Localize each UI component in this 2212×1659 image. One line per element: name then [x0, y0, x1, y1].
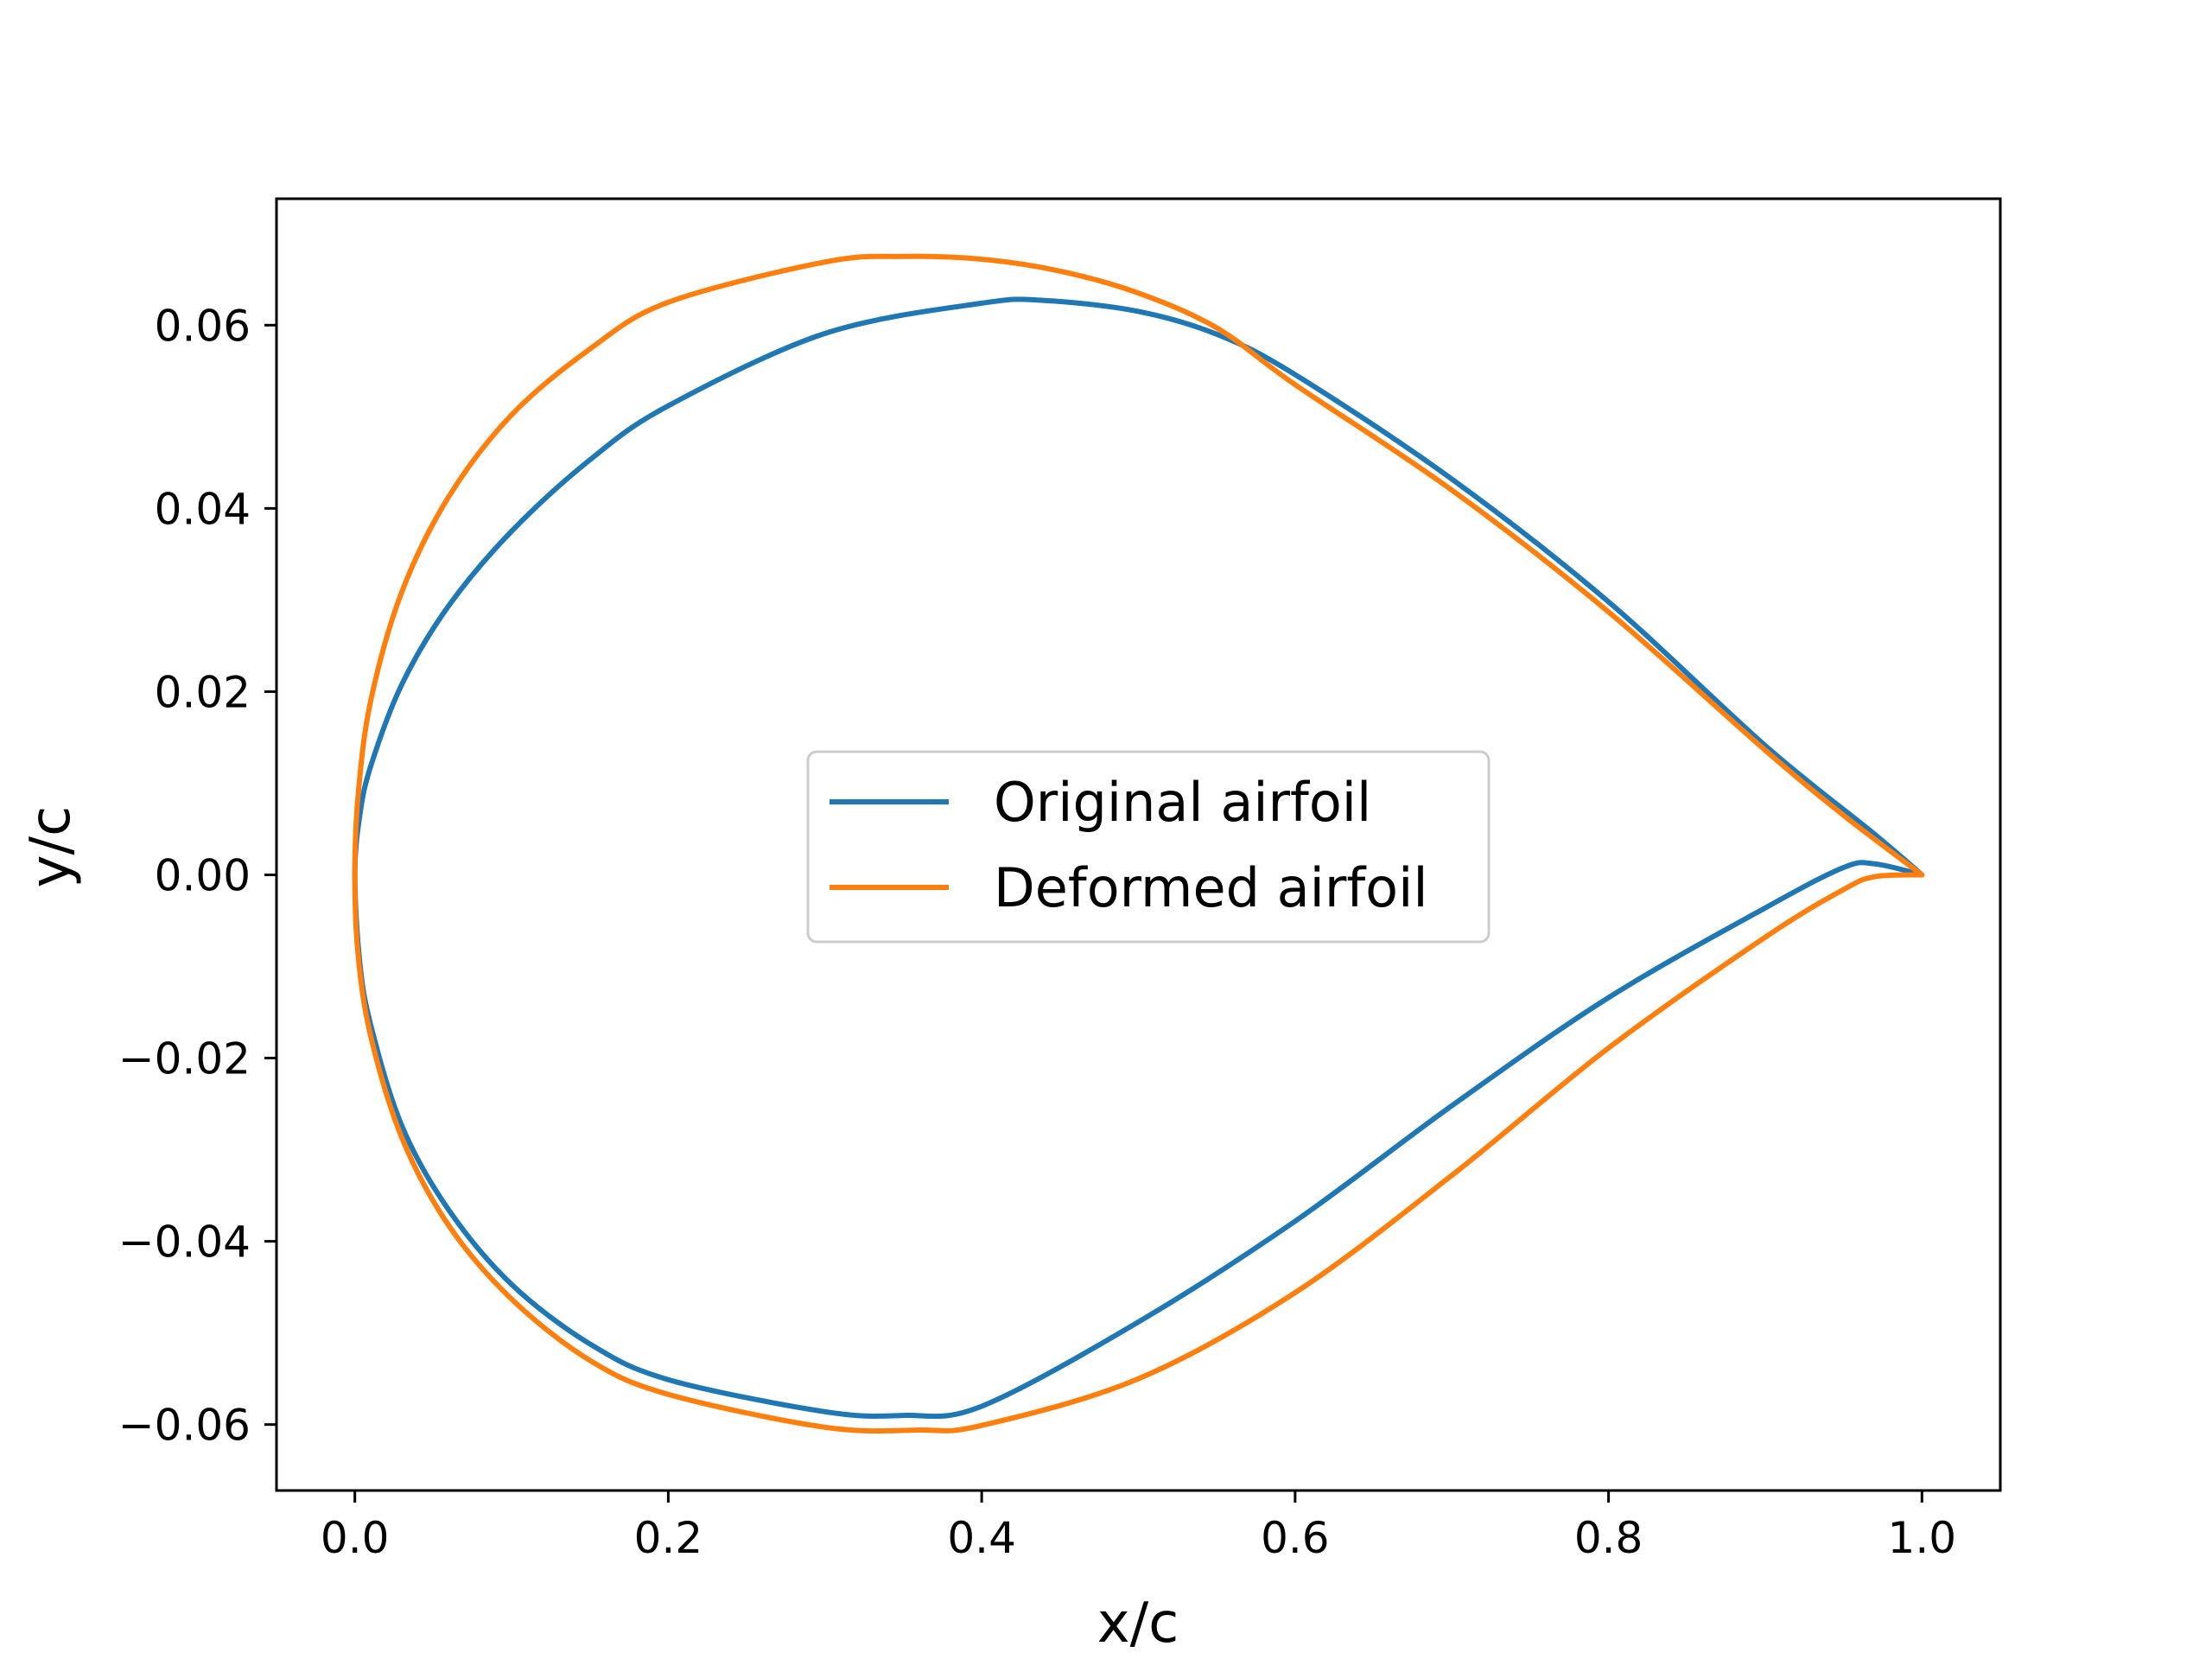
series-line-deformed-airfoil [352, 253, 1925, 1434]
legend: Original airfoil Deformed airfoil [806, 750, 1491, 944]
x-axis: 0.0 0.2 0.4 0.6 0.8 1.0 [321, 1491, 1956, 1563]
legend-label-original: Original airfoil [994, 771, 1371, 834]
y-tick-label: 0.06 [155, 301, 251, 351]
x-tick-label: 0.8 [1574, 1513, 1643, 1563]
x-tick-label: 0.2 [634, 1513, 703, 1563]
series-layer [352, 253, 1925, 1434]
y-tick-label: −0.04 [118, 1217, 251, 1268]
y-tick-label: −0.06 [118, 1401, 251, 1451]
x-tick-label: 0.4 [947, 1513, 1016, 1563]
x-axis-label: x/c [1097, 1592, 1179, 1656]
y-tick-label: 0.02 [155, 667, 251, 717]
x-tick-label: 1.0 [1888, 1513, 1957, 1563]
y-tick-label: 0.04 [155, 484, 251, 534]
y-axis-label: y/c [19, 806, 83, 888]
x-tick-label: 0.6 [1261, 1513, 1330, 1563]
plot-frame [275, 197, 2002, 1492]
legend-box [806, 750, 1491, 944]
y-tick-label: 0.00 [155, 850, 251, 900]
legend-label-deformed: Deformed airfoil [994, 856, 1428, 919]
x-tick-label: 0.0 [321, 1513, 390, 1563]
y-tick-label: −0.02 [118, 1034, 251, 1084]
y-axis: −0.06 −0.04 −0.02 0.00 0.02 0.04 0.06 [118, 301, 276, 1451]
